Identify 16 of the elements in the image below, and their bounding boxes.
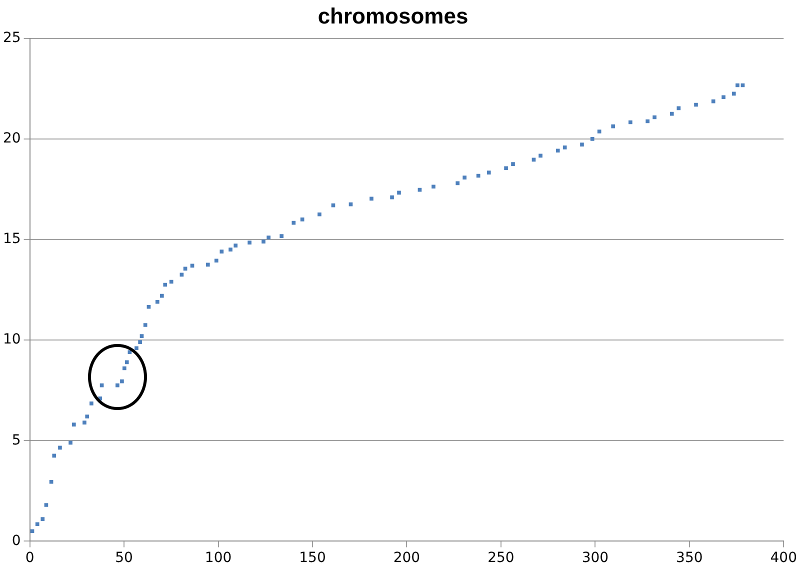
chart-title: chromosomes [318,3,468,28]
x-tick-label: 50 [115,550,133,566]
y-tick-label: 0 [12,532,21,549]
x-tick-label: 0 [25,550,34,566]
y-tick-label: 25 [2,30,21,46]
y-tick-label: 20 [2,130,21,147]
y-tick-label: 10 [2,332,21,348]
x-tick-label: 250 [488,550,514,566]
x-tick-label: 100 [204,550,232,566]
x-tick-label: 400 [770,550,798,566]
y-tick-label: 5 [12,432,21,448]
y-tick-label: 15 [2,231,21,248]
x-tick-label: 300 [582,550,609,566]
x-tick-label: 200 [393,550,420,566]
x-tick-label: 150 [299,550,326,566]
x-tick-label: 350 [676,550,703,566]
